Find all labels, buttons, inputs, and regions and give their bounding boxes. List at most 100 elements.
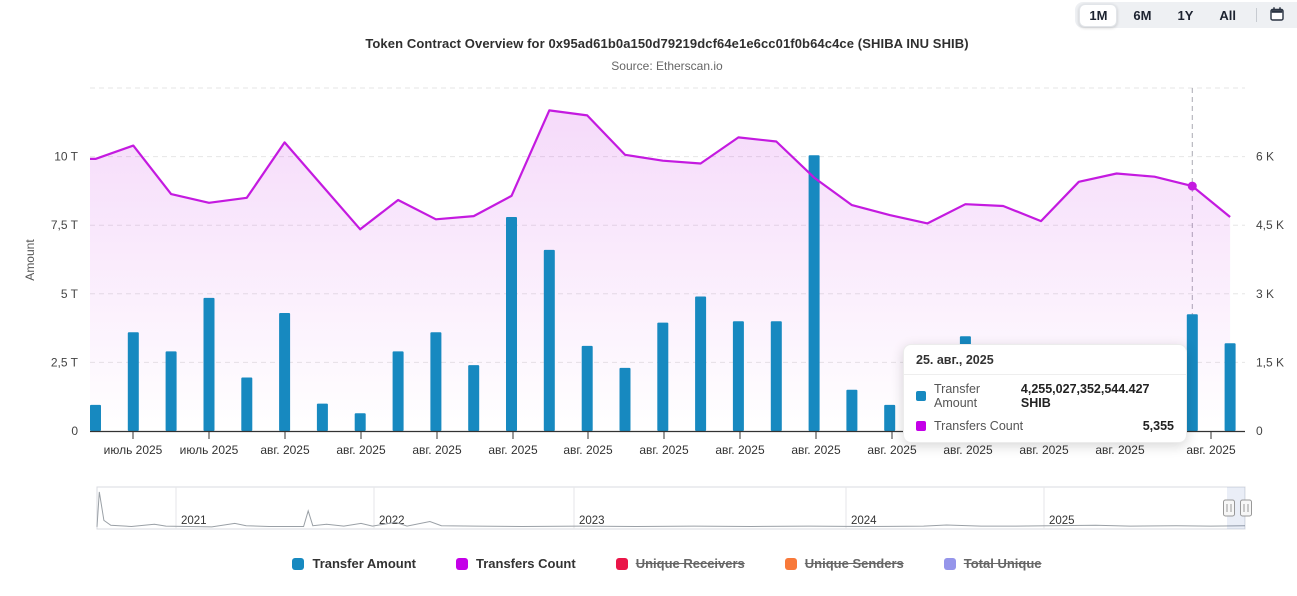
legend-label: Transfers Count bbox=[476, 556, 576, 571]
navigator-handle-left[interactable] bbox=[1223, 499, 1235, 517]
transfers-count-marker bbox=[916, 421, 926, 431]
tooltip-row-transfer-amount: Transfer Amount 4,255,027,352,544.427 SH… bbox=[904, 375, 1186, 417]
legend-label: Total Unique bbox=[963, 556, 1042, 571]
bar[interactable] bbox=[203, 297, 215, 431]
legend-marker bbox=[784, 557, 797, 570]
left-axis-title: Amount bbox=[23, 239, 37, 281]
bar[interactable] bbox=[846, 389, 858, 431]
legend-item-unique-receivers[interactable]: Unique Receivers bbox=[615, 556, 745, 571]
bar[interactable] bbox=[279, 313, 291, 431]
bar[interactable] bbox=[657, 322, 669, 431]
x-axis-label: авг. 2025 bbox=[563, 443, 613, 457]
bar[interactable] bbox=[543, 249, 555, 431]
bar[interactable] bbox=[619, 367, 631, 431]
tooltip-date: 25. авг., 2025 bbox=[904, 345, 1186, 375]
bar[interactable] bbox=[695, 296, 707, 432]
bar[interactable] bbox=[468, 365, 480, 431]
x-axis: июль 2025 июль 2025 авг. 2025 авг. 2025 авг.… bbox=[90, 430, 1245, 457]
range-button-1m[interactable]: 1M bbox=[1079, 3, 1118, 27]
chart-legend: Transfer Amount Transfers Count Unique R… bbox=[37, 556, 1297, 571]
left-axis-label: 7,5 T bbox=[51, 218, 79, 232]
range-button-6m[interactable]: 6M bbox=[1123, 4, 1161, 27]
navigator-sparkline bbox=[96, 491, 1246, 528]
x-axis-label: авг. 2025 bbox=[488, 443, 538, 457]
x-axis-label: авг. 2025 bbox=[1019, 443, 1069, 457]
chart-tooltip: 25. авг., 2025 Transfer Amount 4,255,027… bbox=[903, 344, 1187, 443]
tooltip-label: Transfers Count bbox=[934, 419, 1024, 433]
bar[interactable] bbox=[354, 413, 366, 431]
bar[interactable] bbox=[241, 377, 253, 432]
x-axis-label: авг. 2025 bbox=[412, 443, 462, 457]
navigator-selected-range[interactable] bbox=[1227, 487, 1245, 529]
x-axis-label: авг. 2025 bbox=[1095, 443, 1145, 457]
navigator-handle-right[interactable] bbox=[1240, 499, 1252, 517]
tooltip-value: 5,355 bbox=[1142, 419, 1174, 433]
navigator-box[interactable] bbox=[96, 486, 1246, 530]
legend-item-total-unique[interactable]: Total Unique bbox=[943, 556, 1042, 571]
x-axis-label: авг. 2025 bbox=[715, 443, 765, 457]
legend-label: Transfer Amount bbox=[312, 556, 416, 571]
x-axis-label: авг. 2025 bbox=[260, 443, 310, 457]
legend-marker bbox=[943, 557, 956, 570]
transfers-count-line[interactable] bbox=[89, 109, 1231, 231]
bar[interactable] bbox=[430, 332, 442, 431]
calendar-icon bbox=[1269, 6, 1285, 25]
navigator-year-label: 2021 bbox=[181, 515, 207, 527]
bar[interactable] bbox=[581, 345, 593, 431]
range-selector-divider bbox=[1256, 8, 1257, 22]
calendar-button[interactable] bbox=[1267, 4, 1287, 27]
x-axis-label: авг. 2025 bbox=[1186, 443, 1236, 457]
range-button-1y[interactable]: 1Y bbox=[1167, 4, 1203, 27]
right-axis-label: 3 K bbox=[1256, 287, 1274, 301]
x-axis-label: июль 2025 bbox=[180, 443, 239, 457]
bar[interactable] bbox=[165, 351, 177, 431]
bar[interactable] bbox=[1186, 314, 1198, 431]
legend-marker bbox=[615, 557, 628, 570]
tooltip-row-transfers-count: Transfers Count 5,355 bbox=[904, 417, 1186, 442]
y-axes: 0 2,5 T 5 T 7,5 T 10 T 0 1,5 K 3 K 4,5 K 6 K Amoun… bbox=[23, 150, 1284, 438]
right-axis-label: 4,5 K bbox=[1256, 218, 1284, 232]
bar[interactable] bbox=[506, 217, 517, 431]
bar[interactable] bbox=[884, 404, 896, 431]
right-axis-label: 6 K bbox=[1256, 150, 1274, 164]
bar[interactable] bbox=[770, 321, 782, 431]
left-axis-label: 5 T bbox=[61, 287, 79, 301]
right-axis-label: 1,5 K bbox=[1256, 355, 1284, 369]
left-axis-label: 2,5 T bbox=[51, 355, 79, 369]
navigator-year-label: 2022 bbox=[379, 515, 405, 527]
legend-label: Unique Receivers bbox=[635, 556, 745, 571]
x-axis-label: авг. 2025 bbox=[791, 443, 841, 457]
hover-point-dot bbox=[1187, 181, 1197, 191]
x-axis-label: июль 2025 bbox=[104, 443, 163, 457]
navigator-year-label: 2025 bbox=[1049, 515, 1075, 527]
transfer-amount-marker bbox=[916, 391, 926, 401]
bar[interactable] bbox=[732, 321, 744, 431]
bar[interactable] bbox=[808, 155, 820, 431]
legend-item-transfers-count[interactable]: Transfers Count bbox=[456, 556, 576, 571]
bar[interactable] bbox=[316, 403, 328, 431]
x-axis-label: авг. 2025 bbox=[943, 443, 993, 457]
range-button-all[interactable]: All bbox=[1209, 4, 1246, 27]
bar[interactable] bbox=[90, 404, 101, 431]
bar[interactable] bbox=[127, 332, 139, 431]
navigator-year-label: 2023 bbox=[579, 515, 605, 527]
range-selector: 1M 6M 1Y All bbox=[1075, 2, 1297, 28]
legend-item-unique-senders[interactable]: Unique Senders bbox=[784, 556, 904, 571]
left-axis-label: 10 T bbox=[54, 150, 78, 164]
tooltip-value: 4,255,027,352,544.427 SHIB bbox=[1020, 382, 1150, 410]
tooltip-label: Transfer Amount bbox=[934, 382, 981, 410]
legend-marker bbox=[456, 557, 468, 570]
bar[interactable] bbox=[1224, 343, 1236, 431]
legend-marker bbox=[292, 557, 305, 570]
legend-label: Unique Senders bbox=[804, 556, 904, 571]
x-axis-label: авг. 2025 bbox=[336, 443, 386, 457]
navigator-year-label: 2024 bbox=[851, 515, 877, 527]
legend-item-transfer-amount[interactable]: Transfer Amount bbox=[292, 556, 416, 571]
x-axis-label: авг. 2025 bbox=[867, 443, 917, 457]
bar[interactable] bbox=[392, 351, 404, 431]
x-axis-label: авг. 2025 bbox=[639, 443, 689, 457]
navigator[interactable]: 2021 2022 2023 2024 2025 bbox=[96, 486, 1252, 530]
right-axis-label: 0 bbox=[1256, 424, 1263, 438]
